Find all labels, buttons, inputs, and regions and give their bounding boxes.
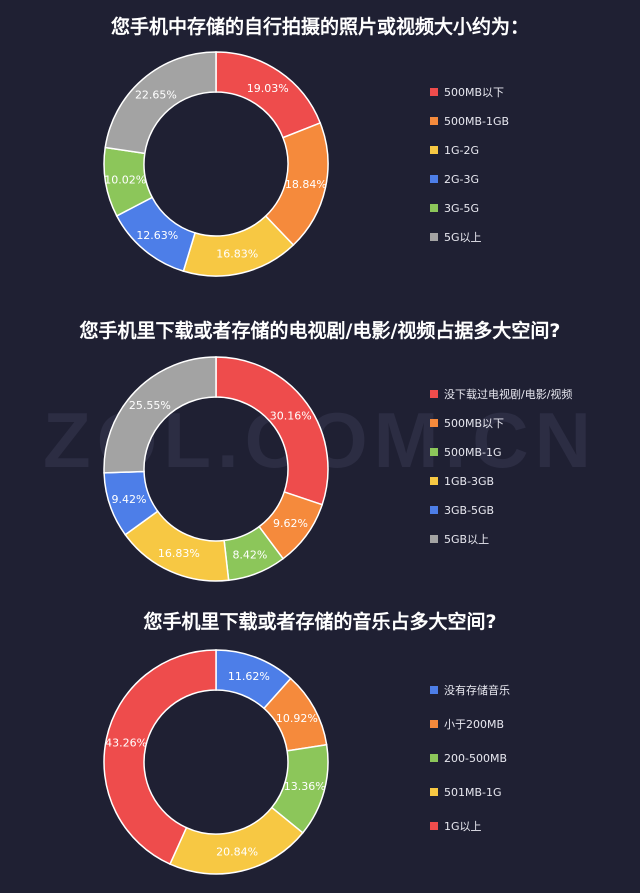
chart-2-legend-item-3: 500MB-1G bbox=[430, 444, 502, 460]
legend-swatch bbox=[430, 720, 438, 728]
chart-1-legend-item-5: 3G-5G bbox=[430, 200, 479, 216]
legend-label: 500MB-1GB bbox=[444, 114, 510, 128]
legend-label: 200-500MB bbox=[444, 751, 507, 765]
legend-label: 2G-3G bbox=[444, 172, 480, 186]
chart-1-slice-label-6: 22.65% bbox=[135, 88, 177, 101]
legend-swatch bbox=[430, 146, 438, 154]
chart-1-slice-label-3: 16.83% bbox=[216, 248, 258, 261]
chart-2-slice-label-2: 9.62% bbox=[273, 517, 308, 530]
legend-swatch bbox=[430, 117, 438, 125]
legend-label: 1G以上 bbox=[444, 820, 482, 833]
legend-label: 500MB以下 bbox=[444, 86, 505, 99]
chart-3-slice-5 bbox=[103, 649, 217, 866]
chart-1-legend-item-1: 500MB以下 bbox=[430, 84, 504, 100]
chart-3-slice-4 bbox=[168, 806, 304, 875]
chart-1-slice-label-5: 10.02% bbox=[104, 173, 146, 186]
chart-3-slice-label-3: 13.36% bbox=[284, 780, 326, 793]
chart-1-slice-label-4: 12.63% bbox=[136, 229, 178, 242]
chart-3-legend-item-1: 没有存储音乐 bbox=[430, 682, 510, 698]
legend-swatch bbox=[430, 686, 438, 694]
chart-3-slice-label-5: 43.26% bbox=[105, 737, 147, 750]
legend-swatch bbox=[430, 754, 438, 762]
chart-3-legend-item-5: 1G以上 bbox=[430, 818, 482, 834]
legend-swatch bbox=[430, 233, 438, 241]
legend-swatch bbox=[430, 390, 438, 398]
chart-3-title: 您手机里下载或者存储的音乐占多大空间? bbox=[143, 611, 497, 633]
chart-2-slice-6 bbox=[103, 356, 217, 474]
chart-2-legend-item-6: 5GB以上 bbox=[430, 531, 489, 547]
chart-2-slice-label-1: 30.16% bbox=[270, 409, 312, 422]
chart-2-legend-item-4: 1GB-3GB bbox=[430, 473, 494, 489]
legend-label: 5GB以上 bbox=[444, 533, 490, 546]
chart-2-slice-label-5: 9.42% bbox=[112, 493, 147, 506]
legend-label: 没下载过电视剧/电影/视频 bbox=[444, 388, 573, 401]
chart-1-legend-item-6: 5G以上 bbox=[430, 229, 482, 245]
chart-2-slice-label-4: 16.83% bbox=[158, 547, 200, 560]
chart-1-slice-label-1: 19.03% bbox=[247, 82, 289, 95]
legend-label: 3G-5G bbox=[444, 201, 480, 215]
chart-2-legend-item-2: 500MB以下 bbox=[430, 415, 504, 431]
chart-3-legend-item-2: 小于200MB bbox=[430, 716, 504, 732]
legend-label: 1GB-3GB bbox=[444, 474, 495, 488]
chart-2-legend-item-5: 3GB-5GB bbox=[430, 502, 494, 518]
legend-swatch bbox=[430, 88, 438, 96]
chart-3-slice-label-2: 10.92% bbox=[276, 712, 318, 725]
legend-label: 500MB以下 bbox=[444, 417, 505, 430]
chart-3-slice-label-1: 11.62% bbox=[228, 670, 270, 683]
legend-label: 501MB-1G bbox=[444, 785, 502, 799]
legend-swatch bbox=[430, 535, 438, 543]
chart-1-legend-item-3: 1G-2G bbox=[430, 142, 479, 158]
chart-1-slice-label-2: 18.84% bbox=[285, 178, 327, 191]
chart-3-legend-item-4: 501MB-1G bbox=[430, 784, 502, 800]
legend-swatch bbox=[430, 506, 438, 514]
chart-1-legend-item-2: 500MB-1GB bbox=[430, 113, 509, 129]
legend-swatch bbox=[430, 477, 438, 485]
legend-label: 500MB-1G bbox=[444, 445, 502, 459]
chart-1-legend-item-4: 2G-3G bbox=[430, 171, 479, 187]
legend-label: 没有存储音乐 bbox=[444, 684, 510, 697]
chart-2-slice-1 bbox=[215, 356, 329, 506]
chart-2-title: 您手机里下载或者存储的电视剧/电影/视频占据多大空间? bbox=[79, 320, 561, 342]
legend-swatch bbox=[430, 822, 438, 830]
legend-label: 小于200MB bbox=[444, 718, 505, 731]
chart-1-slice-6 bbox=[104, 51, 217, 155]
chart-3-legend-item-3: 200-500MB bbox=[430, 750, 507, 766]
legend-swatch bbox=[430, 448, 438, 456]
legend-swatch bbox=[430, 175, 438, 183]
legend-swatch bbox=[430, 419, 438, 427]
legend-label: 3GB-5GB bbox=[444, 503, 495, 517]
chart-2-slice-label-6: 25.55% bbox=[129, 399, 171, 412]
legend-label: 5G以上 bbox=[444, 231, 482, 244]
chart-2-legend-item-1: 没下载过电视剧/电影/视频 bbox=[430, 386, 572, 402]
chart-2-slice-label-3: 8.42% bbox=[232, 549, 267, 562]
legend-label: 1G-2G bbox=[444, 143, 480, 157]
chart-1-title: 您手机中存储的自行拍摄的照片或视频大小约为： bbox=[110, 16, 529, 38]
legend-swatch bbox=[430, 788, 438, 796]
chart-3-slice-label-4: 20.84% bbox=[216, 846, 258, 859]
legend-swatch bbox=[430, 204, 438, 212]
